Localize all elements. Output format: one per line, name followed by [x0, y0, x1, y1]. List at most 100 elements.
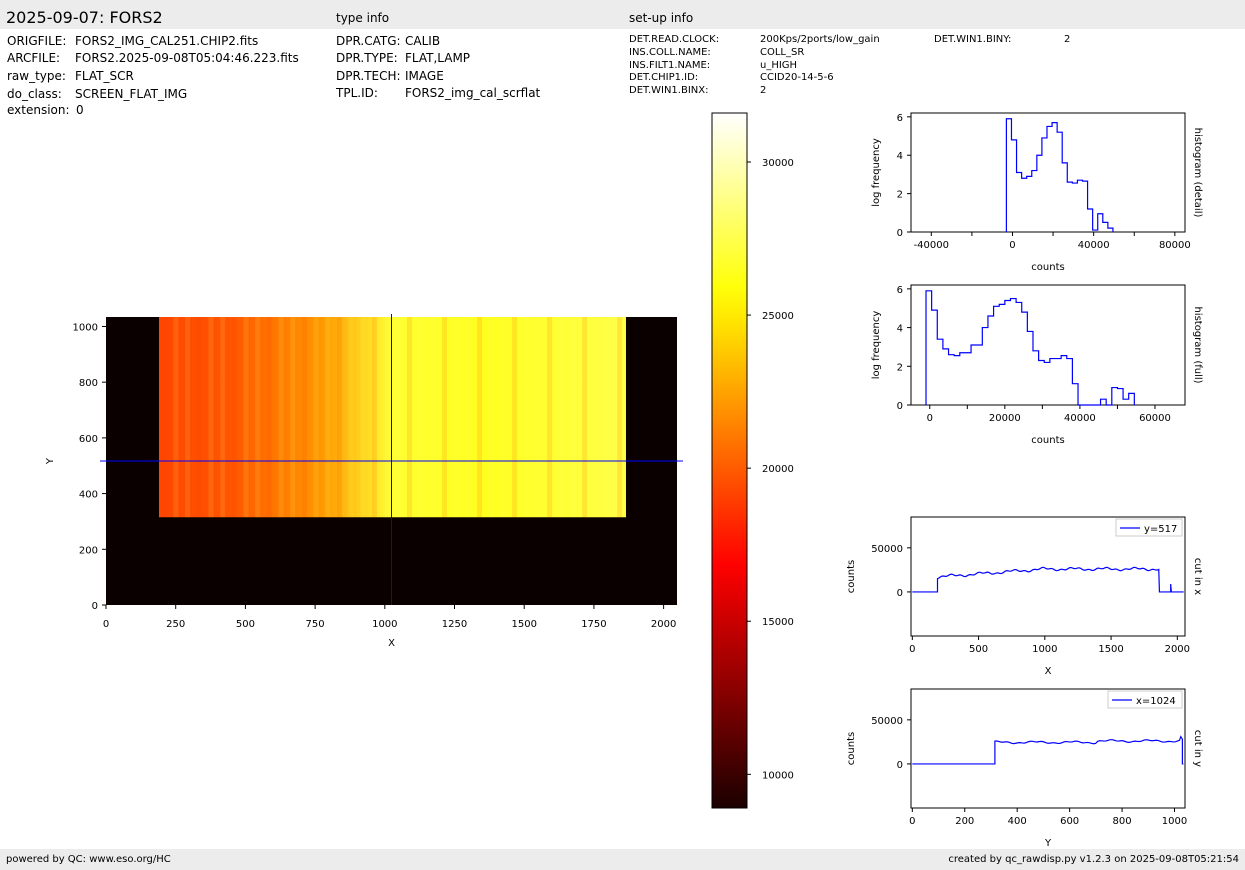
panel-side-label: histogram (full): [1192, 306, 1203, 383]
flat-streak: [582, 317, 588, 518]
flat-streak: [383, 317, 389, 518]
x-tick-label: 1000: [1032, 644, 1057, 655]
x-axis-label: X: [1045, 666, 1052, 677]
setup-info-value: 200Kps/2ports/low_gain: [760, 34, 880, 45]
x-axis-label: X: [388, 638, 395, 649]
setup-info-key: DET.WIN1.BINY:: [934, 34, 1012, 45]
x-tick-label: 0: [103, 619, 109, 630]
y-tick-label: 50000: [871, 716, 903, 727]
x-tick-label: 750: [306, 619, 325, 630]
flat-streak: [266, 317, 272, 518]
x-tick-label: -40000: [914, 240, 949, 251]
flat-streak: [325, 317, 331, 518]
y-tick-label: 200: [79, 545, 98, 556]
flat-streak: [605, 317, 611, 518]
colorbar-tick-label: 20000: [762, 464, 794, 475]
file-info-value: 0: [76, 103, 84, 117]
flat-streak: [430, 317, 436, 518]
file-info-value: FORS2_IMG_CAL251.CHIP2.fits: [75, 34, 259, 48]
type-info-value: CALIB: [405, 34, 441, 48]
flat-streak: [243, 317, 249, 518]
colorbar-tick-label: 10000: [762, 770, 794, 781]
x-tick-label: 600: [1060, 816, 1079, 827]
legend-box: [1115, 518, 1183, 537]
y-tick-label: 6: [897, 113, 903, 124]
setup-info-heading: set-up info: [629, 11, 694, 25]
legend-box: [1107, 690, 1183, 709]
flat-streak: [570, 317, 576, 518]
x-tick-label: 0: [1009, 240, 1015, 251]
x-tick-label: 20000: [989, 413, 1021, 424]
setup-info-value: u_HIGH: [760, 60, 798, 71]
x-tick-label: 1500: [1098, 644, 1123, 655]
flat-streak: [453, 317, 459, 518]
legend-label: y=517: [1144, 524, 1177, 535]
setup-info-key: DET.CHIP1.ID:: [629, 72, 699, 83]
y-tick-label: 4: [897, 151, 903, 162]
flat-streak: [336, 317, 342, 518]
type-info-value: FLAT,LAMP: [405, 51, 471, 65]
x-axis-label: counts: [1031, 262, 1064, 273]
x-tick-label: 2000: [1165, 644, 1190, 655]
setup-info-key: DET.READ.CLOCK:: [629, 34, 720, 45]
y-tick-label: 6: [897, 285, 903, 296]
panel-side-label: histogram (detail): [1192, 128, 1203, 218]
file-info-value: SCREEN_FLAT_IMG: [75, 87, 188, 101]
flat-streak: [500, 317, 506, 518]
x-tick-label: 500: [969, 644, 988, 655]
flat-streak: [371, 317, 377, 518]
flat-streak: [173, 317, 179, 518]
file-info-value: FORS2.2025-09-08T05:04:46.223.fits: [75, 51, 299, 65]
y-tick-label: 2: [897, 190, 903, 201]
x-tick-label: 0: [927, 413, 933, 424]
flat-streak: [395, 317, 401, 518]
setup-info-key: DET.WIN1.BINX:: [629, 85, 709, 96]
x-tick-label: 2000: [651, 619, 676, 630]
y-axis-label: counts: [846, 560, 857, 593]
file-info-key: ORIGFILE:: [7, 34, 67, 48]
flat-streak: [547, 317, 553, 518]
flat-streak: [535, 317, 541, 518]
file-info-value: FLAT_SCR: [75, 69, 134, 83]
y-tick-label: 1000: [73, 322, 98, 333]
type-info-value: IMAGE: [405, 69, 444, 83]
y-axis-label: log frequency: [871, 138, 882, 207]
flat-streak: [208, 317, 214, 518]
y-tick-label: 800: [79, 378, 98, 389]
file-info-key: do_class:: [7, 87, 62, 101]
x-tick-label: 0: [909, 644, 915, 655]
y-tick-label: 2: [897, 362, 903, 373]
flat-streak: [231, 317, 237, 518]
flat-streak: [161, 317, 167, 518]
flat-streak: [593, 317, 599, 518]
x-tick-label: 60000: [1139, 413, 1171, 424]
colorbar-tick-label: 25000: [762, 311, 794, 322]
flat-streak: [488, 317, 494, 518]
flat-streak: [290, 317, 296, 518]
type-info-key: TPL.ID:: [336, 86, 378, 100]
y-tick-label: 400: [79, 490, 98, 501]
x-tick-label: 400: [1008, 816, 1027, 827]
y-tick-label: 0: [897, 401, 903, 412]
x-tick-label: 80000: [1159, 240, 1191, 251]
x-tick-label: 200: [955, 816, 974, 827]
setup-info-value: 2: [760, 85, 767, 96]
x-tick-label: 1500: [511, 619, 536, 630]
flat-streak: [185, 317, 191, 518]
flat-streak: [465, 317, 471, 518]
flat-streak: [348, 317, 354, 518]
histogram-line: [1005, 118, 1114, 232]
flat-streak: [278, 317, 284, 518]
flat-streak: [477, 317, 483, 518]
x-tick-label: 500: [236, 619, 255, 630]
flat-streak: [406, 317, 412, 518]
panel-frame: [910, 516, 1186, 637]
x-tick-label: 0: [909, 816, 915, 827]
flat-streak: [301, 317, 307, 518]
flat-streak: [196, 317, 202, 518]
flat-streak: [442, 317, 448, 518]
x-tick-label: 1000: [372, 619, 397, 630]
flat-streak: [360, 317, 366, 518]
setup-info-key: INS.FILT1.NAME:: [629, 60, 711, 71]
